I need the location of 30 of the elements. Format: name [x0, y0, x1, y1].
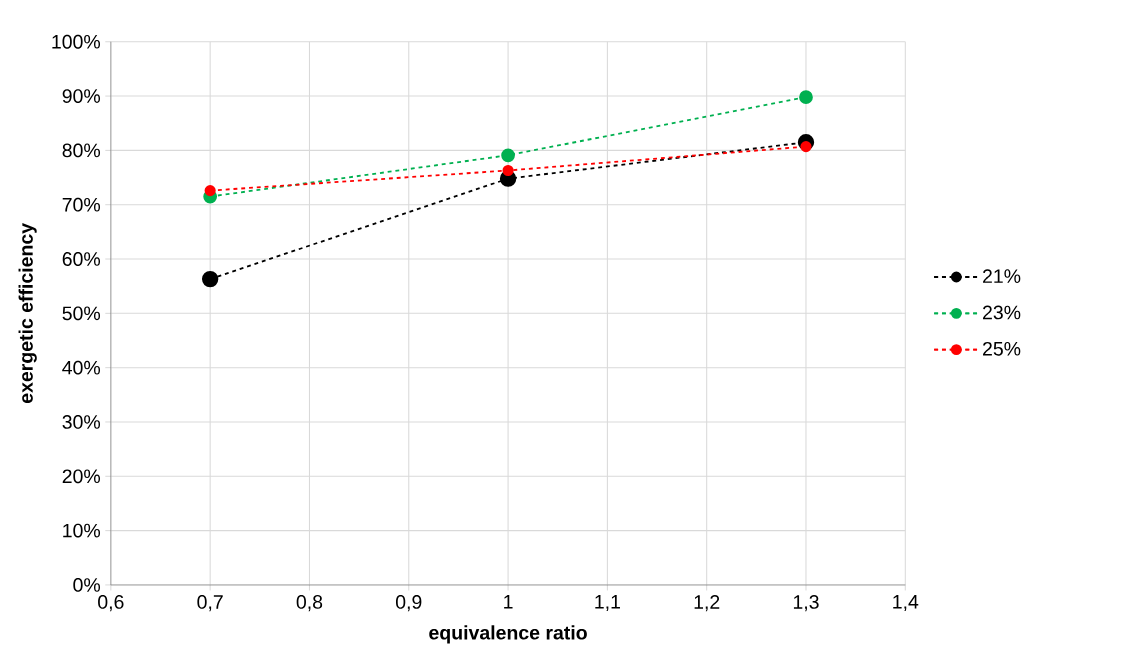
x-tick-label: 1,4 — [893, 594, 919, 611]
legend-label: 21% — [983, 269, 1021, 283]
y-tick-label: 90% — [62, 89, 101, 103]
y-tick-label: 100% — [52, 34, 101, 49]
x-tick-label: 0,8 — [296, 594, 323, 612]
x-tick-label: 1,3 — [793, 594, 819, 612]
point — [204, 184, 216, 197]
x-tick-label: 0,7 — [197, 594, 223, 612]
x-tick-label: 1 — [504, 594, 513, 609]
point — [799, 90, 813, 104]
y-tick-label: 50% — [62, 306, 101, 321]
y-axis-title: exergetic efficiency — [18, 222, 37, 403]
x-tick-label: 0,9 — [395, 594, 422, 612]
y-tick-label: 20% — [62, 469, 101, 484]
y-tick-label: 10% — [63, 523, 101, 538]
x-axis-title: equivalence ratio — [429, 625, 587, 644]
point — [501, 148, 515, 163]
y-tick-label: 60% — [62, 252, 101, 266]
x-tick-label: 1,2 — [694, 594, 720, 612]
y-tick-label: 30% — [62, 414, 101, 429]
x-tick-label: 1,1 — [595, 594, 620, 611]
legend-label: 23% — [983, 305, 1021, 320]
point — [201, 270, 219, 288]
y-tick-label: 80% — [62, 143, 101, 158]
y-tick-label: 0% — [73, 577, 101, 592]
y-tick-label: 70% — [62, 197, 101, 212]
x-tick-label: 0,6 — [98, 594, 124, 612]
point — [502, 164, 514, 176]
y-tick-label: 40% — [62, 360, 101, 375]
legend-label: 25% — [983, 341, 1021, 356]
